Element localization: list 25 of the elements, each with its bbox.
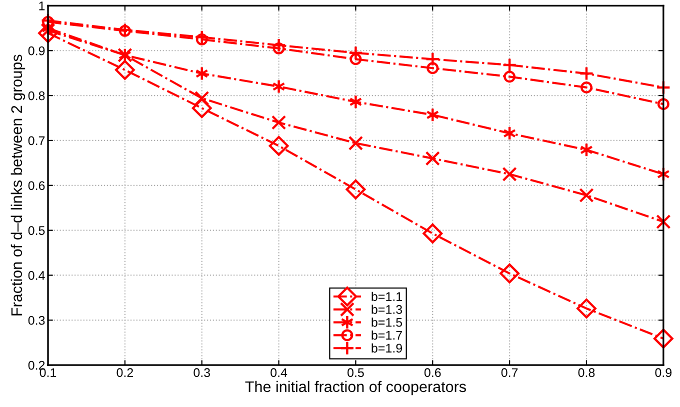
y-tick-label: 0.2 bbox=[28, 360, 45, 370]
x-tick-label: 0.3 bbox=[194, 368, 210, 378]
y-tick-label: 1 bbox=[39, 2, 45, 10]
legend-label: b=1.5 bbox=[372, 318, 402, 327]
y-axis-title: Fraction of d–d links between 2 groups bbox=[10, 54, 26, 316]
x-tick-label: 0.2 bbox=[116, 368, 133, 378]
x-tick-label: 0.9 bbox=[655, 368, 672, 378]
y-tick-label: 0.9 bbox=[28, 46, 45, 56]
x-tick-label: 0.4 bbox=[270, 368, 288, 378]
y-tick-label: 0.4 bbox=[28, 271, 45, 280]
x-tick-label: 0.1 bbox=[40, 368, 56, 378]
x-tick-label: 0.5 bbox=[348, 368, 364, 378]
y-tick-label: 0.6 bbox=[28, 181, 45, 190]
y-tick-label: 0.5 bbox=[28, 226, 45, 235]
y-tick-label: 0.8 bbox=[28, 91, 45, 100]
x-tick-label: 0.7 bbox=[501, 368, 518, 378]
legend-label: b=1.7 bbox=[372, 330, 402, 340]
x-tick-label: 0.8 bbox=[578, 368, 595, 378]
legend-label: b=1.1 bbox=[372, 292, 402, 301]
legend-label: b=1.3 bbox=[372, 304, 402, 314]
y-tick-label: 0.7 bbox=[28, 136, 45, 146]
x-axis-title: The initial fraction of cooperators bbox=[245, 380, 466, 396]
y-tick-label: 0.3 bbox=[28, 316, 45, 325]
x-tick-label: 0.6 bbox=[424, 368, 441, 378]
legend-label: b=1.9 bbox=[372, 343, 402, 353]
